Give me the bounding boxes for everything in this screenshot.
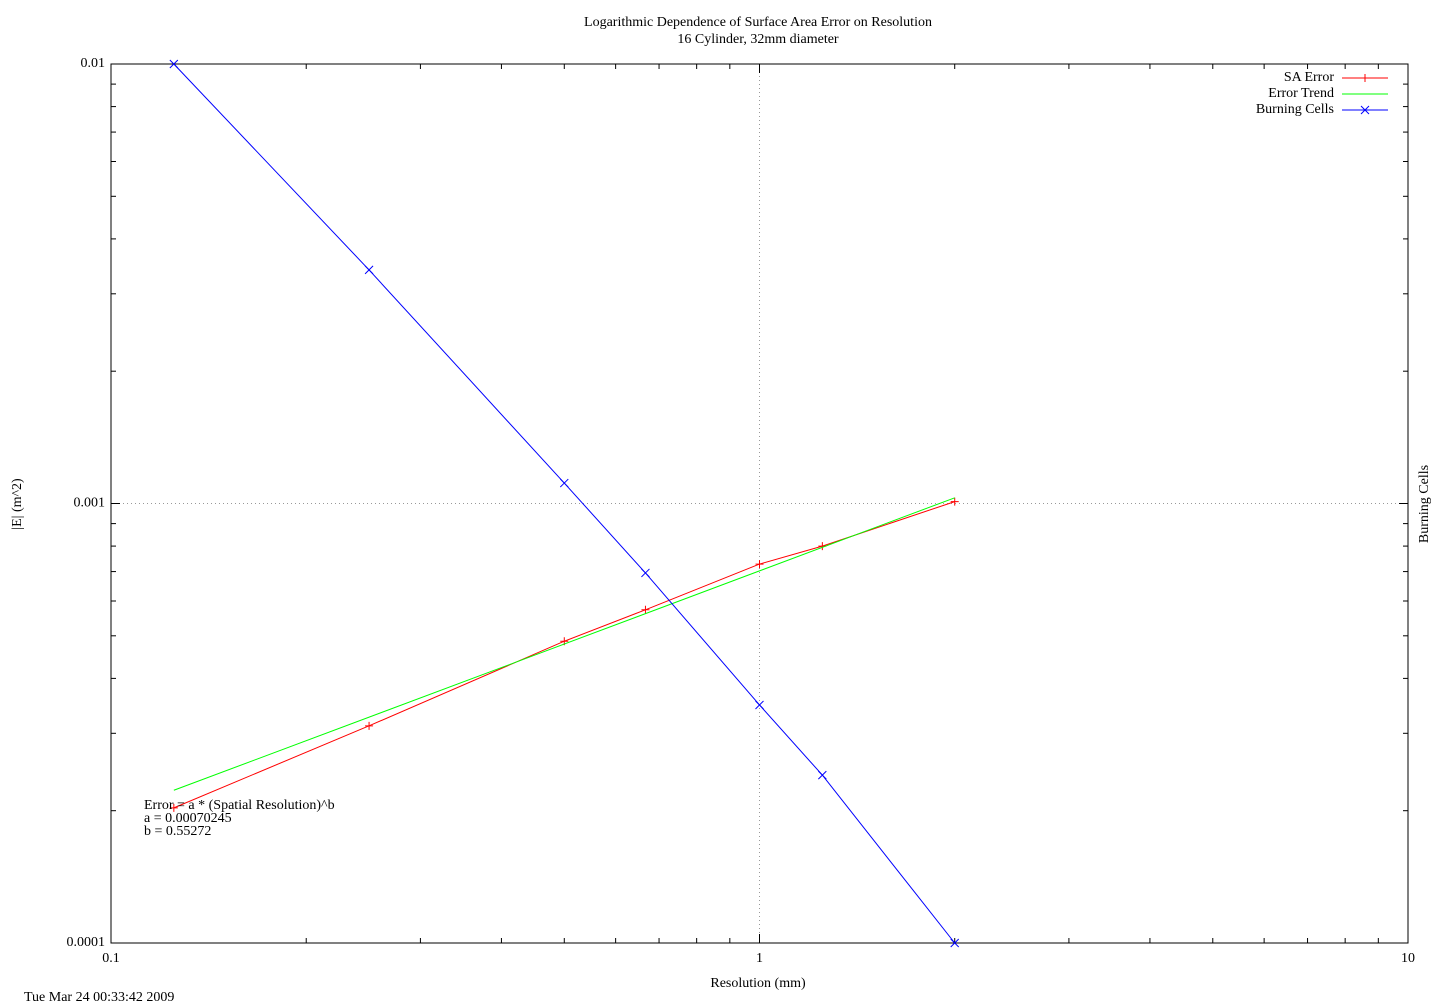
y-tick-label: 0.001	[74, 496, 106, 511]
point-marker	[1360, 105, 1370, 115]
x-tick-label: 1	[756, 951, 763, 966]
series-line	[173, 497, 955, 791]
legend-label: SA Error	[1284, 70, 1335, 85]
y-tick-label: 0.0001	[67, 935, 106, 950]
x-axis-label: Resolution (mm)	[710, 976, 806, 991]
annotation: a = 0.00070245	[144, 811, 232, 826]
point-marker	[641, 568, 650, 578]
plot-frame	[110, 63, 1409, 944]
point-marker	[755, 700, 764, 710]
chart-subtitle: 16 Cylinder, 32mm diameter	[677, 32, 839, 47]
legend-label: Error Trend	[1268, 86, 1334, 101]
point-marker	[817, 770, 827, 780]
legend-label: Burning Cells	[1256, 102, 1334, 117]
point-marker	[950, 938, 960, 948]
point-marker	[365, 721, 374, 730]
point-marker	[1361, 74, 1369, 82]
point-marker	[641, 605, 650, 614]
point-marker	[169, 59, 179, 69]
y-tick-label: 0.01	[81, 56, 106, 71]
x-tick-label: 10	[1401, 951, 1415, 966]
annotation: b = 0.55272	[144, 824, 211, 839]
annotation: Error = a * (Spatial Resolution)^b	[144, 798, 335, 813]
chart-title: Logarithmic Dependence of Surface Area E…	[584, 15, 932, 30]
timestamp: Tue Mar 24 00:33:42 2009	[24, 990, 174, 1005]
point-marker	[169, 803, 178, 812]
x-tick-label: 0.1	[102, 951, 120, 966]
point-marker	[755, 560, 764, 569]
point-marker	[950, 497, 959, 506]
y2-axis-label: Burning Cells	[1417, 465, 1432, 543]
y-axis-label: |E| (m^2)	[10, 478, 25, 530]
point-marker	[364, 265, 374, 275]
point-marker	[559, 478, 569, 488]
